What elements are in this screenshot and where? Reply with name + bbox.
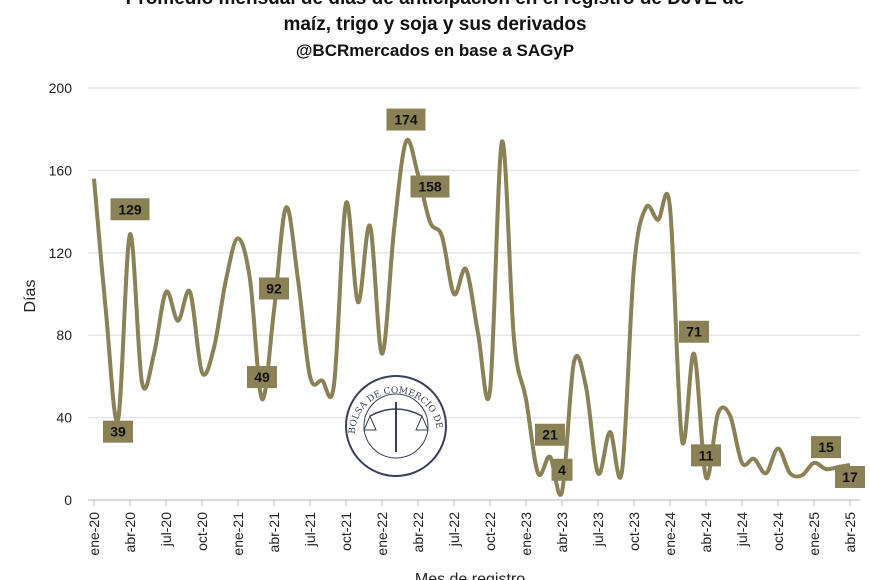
x-tick-label: oct-21 [338,512,354,551]
data-label-text: 21 [542,427,558,443]
data-label-text: 4 [558,462,566,478]
data-label: 92 [259,277,289,300]
y-axis-label: Días [22,280,39,313]
data-label-text: 92 [266,280,282,296]
x-tick-label: ene-24 [662,512,678,556]
x-tick-label: abr-20 [122,512,138,553]
data-label-box [551,458,573,481]
chart-subtitle: @BCRmercados en base a SAGyP [295,41,575,60]
data-label-box [247,366,277,389]
x-tick-label: jul-20 [158,512,174,547]
x-tick-label: oct-24 [770,512,786,551]
y-tick-label: 160 [49,162,73,178]
data-label-box [691,444,721,467]
y-tick-label: 80 [56,327,72,343]
y-tick-label: 0 [64,492,72,508]
x-tick-label: jul-22 [446,512,462,547]
data-label: 17 [835,465,865,488]
scales-icon [363,414,429,431]
x-tick-label: abr-21 [266,512,282,553]
data-label-box [811,436,841,459]
data-label-box [259,277,289,300]
x-tick-label: abr-22 [410,512,426,553]
x-tick-label: jul-21 [302,512,318,547]
data-label-text: 39 [110,424,126,440]
x-tick-label: oct-22 [482,512,498,551]
bcr-seal-watermark: BOLSA DE COMERCIO DE ROSARIO [0,0,447,477]
data-label: 158 [410,175,450,198]
data-label: 39 [103,420,133,443]
data-label-box [410,175,450,198]
data-label-text: 15 [818,439,834,455]
data-label: 4 [551,458,573,481]
data-label-text: 129 [118,201,142,217]
x-axis-label: Mes de registro [415,571,525,580]
data-label-text: 49 [254,369,270,385]
data-label-box [103,420,133,443]
x-tick-label: ene-23 [518,512,534,556]
series-line [92,137,851,497]
data-label: 174 [386,108,426,131]
seal-text: BOLSA DE COMERCIO DE ROSARIO [0,0,444,434]
x-tick-label: jul-23 [590,512,606,547]
x-tick-label: abr-24 [698,512,714,553]
data-label-box [386,108,426,131]
x-tick-label: oct-20 [194,512,210,551]
chart-title-line-1: Promedio mensual de días de anticipación… [0,0,870,10]
data-label-text: 71 [686,324,702,340]
data-label-text: 17 [842,469,858,485]
data-label-text: 11 [699,447,714,463]
chart-title-line-2: maíz, trigo y soja y sus derivados [283,14,587,35]
data-label-text: 158 [418,179,442,195]
x-tick-label: oct-23 [626,512,642,551]
data-label: 49 [247,366,277,389]
y-tick-label: 40 [56,410,72,426]
data-label: 71 [679,320,709,343]
x-tick-label: ene-20 [86,512,102,556]
x-tick-label: abr-23 [554,512,570,553]
x-tick-label: abr-25 [842,512,858,553]
x-tick-label: ene-22 [374,512,390,556]
data-label: 11 [691,444,721,467]
data-label: 15 [811,436,841,459]
y-tick-label: 200 [49,80,73,96]
data-label-box [535,423,565,446]
data-label-box [835,465,865,488]
data-label-text: 174 [394,112,418,128]
x-tick-label: jul-24 [734,512,750,547]
data-label: 21 [535,423,565,446]
y-tick-label: 120 [49,245,73,261]
x-tick-label: ene-25 [806,512,822,556]
data-label-box [110,198,150,221]
data-label-box [679,320,709,343]
x-tick-label: ene-21 [230,512,246,556]
data-label: 129 [110,198,150,221]
